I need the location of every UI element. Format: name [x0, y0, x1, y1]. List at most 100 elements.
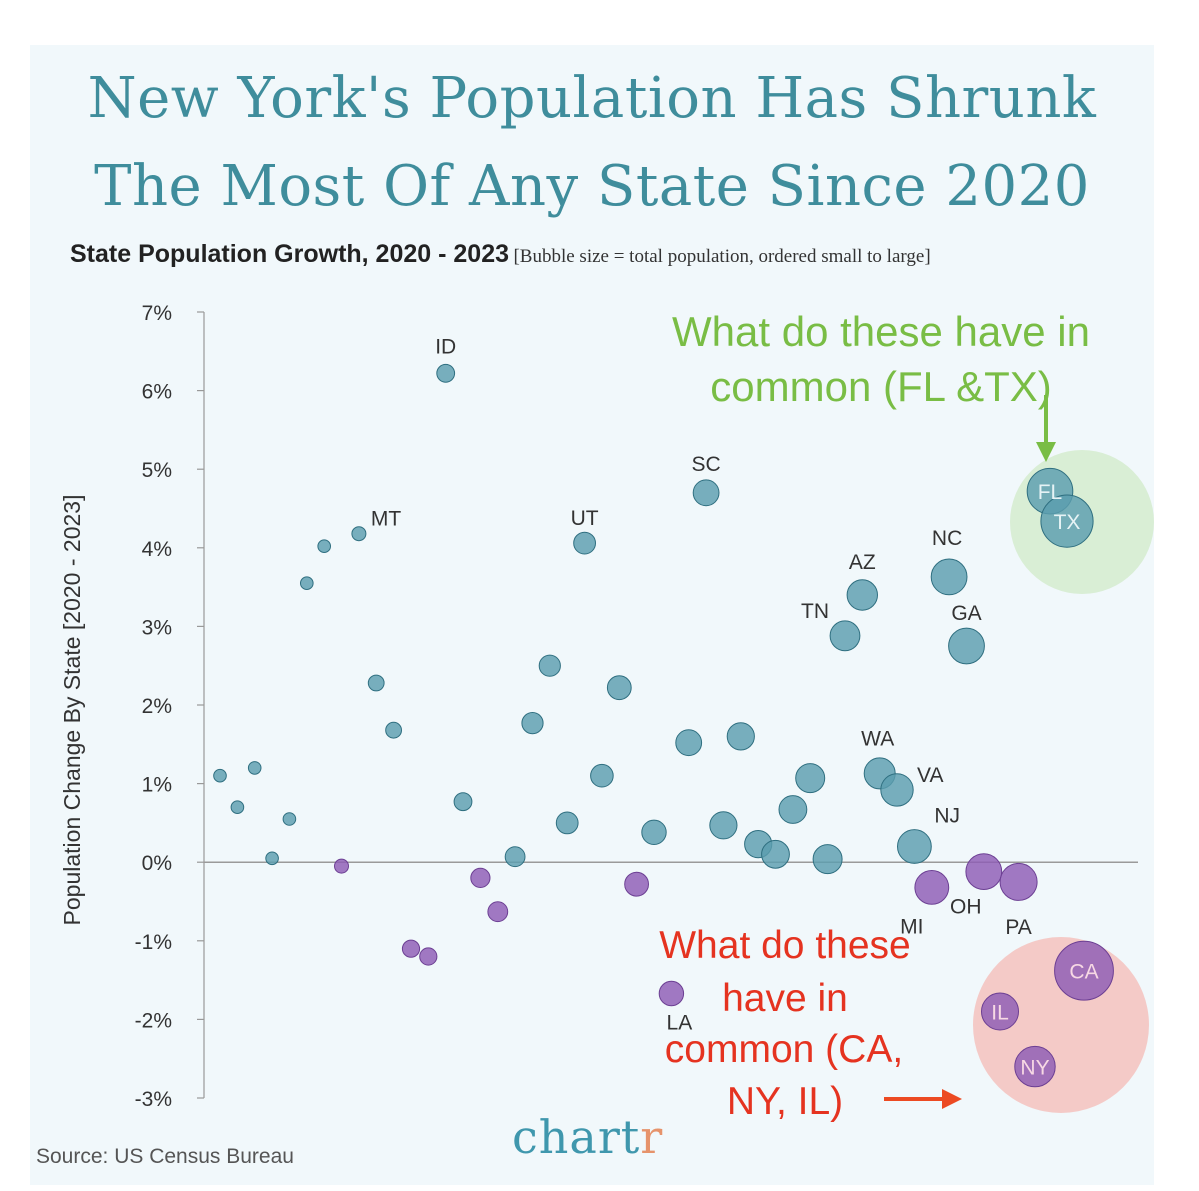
y-tick-label: 7%: [142, 302, 172, 325]
state-bubble: [334, 858, 349, 874]
label-layer: MT ID UT LA SC TN AZ WA VA NJ MI NC GA OH IL PA NY FL TX CA: [371, 335, 1099, 1079]
state-label-tn: TN: [801, 600, 829, 623]
state-bubble: [213, 768, 227, 783]
state-bubble: [521, 712, 544, 735]
state-bubble-mi: [914, 870, 950, 905]
y-tick-label: 0%: [142, 852, 172, 875]
state-bubble: [812, 844, 843, 875]
state-bubble: [641, 819, 667, 845]
state-bubble: [795, 763, 826, 794]
state-label-id: ID: [435, 335, 456, 358]
y-tick-label: -3%: [135, 1088, 172, 1111]
subtitle-main: State Population Growth, 2020 - 2023: [70, 240, 510, 268]
state-bubble-il: [981, 992, 1019, 1031]
state-bubble: [385, 721, 403, 739]
state-bubble-id: [436, 363, 456, 383]
state-bubble: [230, 800, 245, 815]
green-annotation-line-1: What do these have in: [672, 308, 1090, 355]
state-bubble: [247, 761, 262, 775]
state-bubble: [709, 811, 738, 840]
green-arrow-head: [1036, 442, 1056, 462]
state-bubble: [265, 851, 279, 866]
source-note: Source: US Census Bureau: [36, 1145, 294, 1168]
state-bubble-tn: [829, 620, 861, 652]
state-bubble: [761, 839, 790, 869]
red-annotation-line-4: NY, IL): [727, 1080, 843, 1123]
state-bubble: [606, 675, 632, 701]
state-label-wa: WA: [861, 727, 894, 750]
red-annotation-line-3: common (CA,: [665, 1028, 903, 1071]
state-bubble-ut: [573, 531, 596, 555]
state-bubble: [590, 763, 614, 788]
red-arrow-head: [942, 1089, 962, 1109]
state-bubble-pa: [999, 862, 1038, 901]
state-bubble: [367, 674, 385, 692]
brand-logo: chartr: [512, 1110, 663, 1164]
state-bubble: [487, 901, 509, 923]
title-line-2: The Most Of Any State Since 2020: [94, 154, 1090, 219]
state-bubble: [675, 729, 703, 757]
state-bubble: [300, 576, 314, 591]
state-bubble: [555, 811, 579, 835]
state-label-fl: FL: [1038, 481, 1063, 504]
state-label-ny: NY: [1020, 1057, 1049, 1080]
state-label-il: IL: [991, 1002, 1009, 1025]
subtitle-note: [Bubble size = total population, ordered…: [513, 246, 931, 267]
annotation-layer: What do these have in common (FL &TX) What…: [659, 308, 1090, 1123]
state-label-la: LA: [667, 1012, 693, 1035]
state-bubble-nc: [930, 558, 968, 596]
red-annotation-line-1: What do these: [659, 924, 910, 967]
state-bubble-va: [880, 773, 914, 807]
state-label-tx: TX: [1054, 511, 1081, 534]
chart-title: New York's Population Has Shrunk The Mos…: [30, 55, 1154, 231]
state-label-ga: GA: [951, 602, 981, 625]
state-bubble: [282, 812, 297, 826]
state-bubble: [538, 654, 561, 677]
state-bubble-ca: [1054, 940, 1114, 1001]
state-label-nc: NC: [932, 527, 962, 550]
y-tick-label: 5%: [142, 459, 172, 482]
state-bubble-ga: [948, 627, 985, 665]
y-tick-label: -1%: [135, 931, 172, 954]
state-bubble-tx: [1040, 494, 1094, 548]
y-tick-label: 2%: [142, 695, 172, 718]
state-bubble: [419, 947, 438, 966]
state-bubble-ny: [1014, 1045, 1056, 1088]
brand-accent: r: [640, 1110, 664, 1164]
state-bubble: [453, 792, 473, 812]
state-label-pa: PA: [1005, 916, 1031, 939]
state-label-az: AZ: [849, 551, 876, 574]
brand-main: chart: [512, 1110, 641, 1164]
state-bubble-az: [846, 579, 878, 611]
state-label-mt: MT: [371, 508, 401, 531]
state-bubble: [504, 846, 526, 868]
state-label-sc: SC: [692, 453, 721, 476]
chart-subtitle: State Population Growth, 2020 - 2023 [Bu…: [70, 240, 931, 269]
state-label-va: VA: [917, 764, 943, 787]
state-bubble-mt: [351, 526, 367, 542]
bubble-layer: [213, 363, 1114, 1088]
chart-card: [30, 45, 1154, 1185]
axis-layer: 7% 6% 5% 4% 3% 2% 1% 0% -1% -2% -3% Population Chan…: [59, 302, 1138, 1111]
state-bubble: [470, 867, 491, 889]
state-bubble: [778, 795, 808, 824]
state-label-mi: MI: [900, 915, 923, 938]
state-bubble: [401, 939, 421, 958]
state-bubble-la: [658, 980, 685, 1007]
y-tick-label: 3%: [142, 616, 172, 639]
y-tick-label: 4%: [142, 538, 172, 561]
state-label-ca: CA: [1069, 961, 1098, 984]
state-bubble: [624, 871, 649, 897]
state-bubble: [317, 539, 332, 554]
green-annotation-line-2: common (FL &TX): [710, 363, 1052, 410]
y-tick-label: 6%: [142, 381, 172, 404]
title-line-1: New York's Population Has Shrunk: [87, 66, 1097, 131]
state-label-oh: OH: [950, 896, 982, 919]
y-tick-label: -2%: [135, 1009, 172, 1032]
state-label-nj: NJ: [934, 805, 960, 828]
y-tick-label: 1%: [142, 774, 172, 797]
state-bubble: [726, 722, 755, 751]
state-bubble-sc: [692, 479, 720, 507]
state-bubble-oh: [965, 853, 1003, 890]
